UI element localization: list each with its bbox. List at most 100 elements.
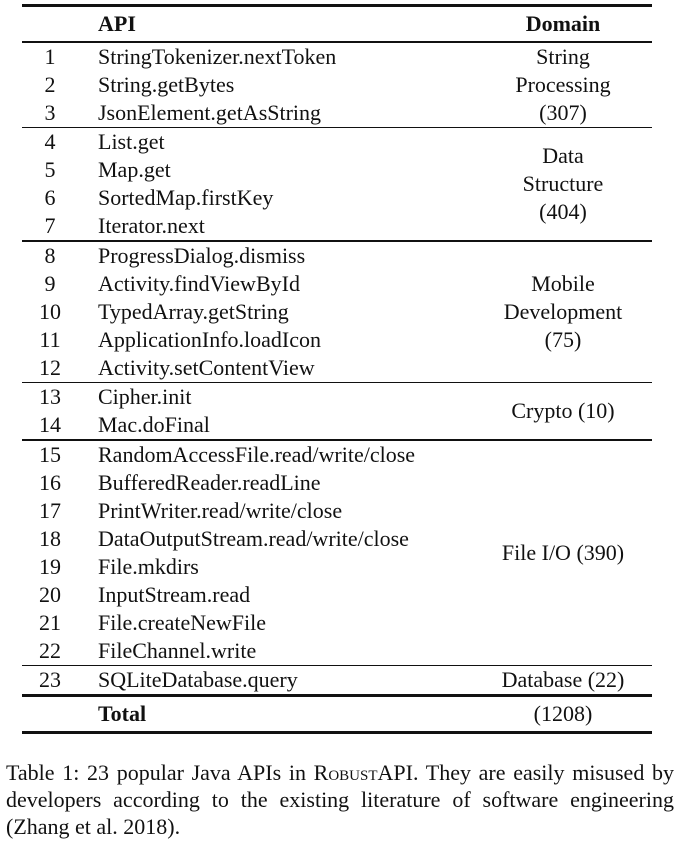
row-api-name: File.mkdirs (98, 553, 199, 579)
table-row: 6 SortedMap.firstKey (22, 184, 474, 212)
header-api: API (98, 11, 136, 36)
row-api-name: SQLiteDatabase.query (98, 667, 298, 692)
row-api-name: DataOutputStream.read/write/close (98, 525, 409, 551)
group-domain-cell: Data Structure (404) (474, 128, 652, 240)
domain-label: Mobile Development (75) (503, 270, 623, 352)
domain-label: Database (22) (501, 667, 625, 692)
total-rule-top (22, 694, 652, 697)
domain-group: 8 ProgressDialog.dismiss 9 Activity.findVie… (22, 242, 652, 382)
table-row: 11 ApplicationInfo.loadIcon (22, 326, 474, 354)
row-api-name: RandomAccessFile.read/write/close (98, 441, 416, 467)
group-domain-cell: Mobile Development (75) (474, 242, 652, 382)
group-rows: 4 List.get 5 Map.get 6 SortedMap.firstKey 7 Ite… (22, 128, 474, 240)
table-caption: Table 1: 23 popular Java APIs in RobustA… (6, 759, 674, 840)
row-number: 17 (39, 497, 61, 523)
row-api-name: ApplicationInfo.loadIcon (98, 326, 321, 352)
row-number: 3 (44, 99, 56, 125)
row-number: 10 (39, 298, 61, 324)
group-domain-cell: String Processing (307) (474, 43, 652, 127)
row-number: 5 (44, 157, 56, 182)
row-number: 19 (39, 553, 61, 579)
row-number: 16 (39, 469, 61, 495)
table-row: 22 FileChannel.write (22, 637, 474, 665)
row-api-name: TypedArray.getString (98, 298, 289, 324)
total-row: Total (1208) (22, 697, 652, 731)
top-rule (22, 4, 652, 7)
table-row: 5 Map.get (22, 156, 474, 184)
caption-system-name: RobustAPI (313, 760, 413, 785)
row-number: 15 (39, 441, 61, 467)
bottom-rule (22, 731, 652, 734)
table-row: 1 StringTokenizer.nextToken (22, 43, 474, 71)
group-rule (22, 439, 652, 441)
group-rows: 13 Cipher.init 14 Mac.doFinal (22, 383, 474, 439)
group-domain-cell: Database (22) (474, 666, 652, 694)
row-number: 8 (44, 242, 56, 268)
table-row: 23 SQLiteDatabase.query (22, 666, 474, 694)
header-domain: Domain (525, 11, 601, 36)
row-api-name: Mac.doFinal (98, 412, 210, 437)
domain-group: 13 Cipher.init 14 Mac.doFinal Crypto (10) (22, 383, 652, 439)
domain-label: Data Structure (404) (522, 143, 604, 224)
row-number: 9 (44, 270, 56, 296)
row-number: 4 (44, 129, 56, 154)
domain-label: File I/O (390) (501, 539, 625, 565)
row-number: 23 (39, 667, 61, 692)
row-number: 13 (39, 384, 61, 409)
table-row: 15 RandomAccessFile.read/write/close (22, 441, 474, 469)
row-api-name: File.createNewFile (98, 609, 266, 635)
row-api-name: StringTokenizer.nextToken (98, 43, 337, 69)
table-row: 12 Activity.setContentView (22, 354, 474, 382)
row-api-name: Activity.setContentView (98, 354, 315, 380)
total-value: (1208) (533, 701, 593, 726)
row-number: 14 (39, 412, 61, 437)
table-row: 2 String.getBytes (22, 71, 474, 99)
domain-label: String Processing (307) (515, 43, 611, 125)
row-api-name: JsonElement.getAsString (98, 99, 322, 125)
domain-group: 15 RandomAccessFile.read/write/close 16 Buf… (22, 441, 652, 665)
group-rule (22, 240, 652, 242)
table-row: 16 BufferedReader.readLine (22, 469, 474, 497)
table-row: 14 Mac.doFinal (22, 411, 474, 439)
header-rule (22, 41, 652, 43)
group-domain-cell: Crypto (10) (474, 383, 652, 439)
table-row: 18 DataOutputStream.read/write/close (22, 525, 474, 553)
row-api-name: InputStream.read (98, 581, 251, 607)
row-api-name: String.getBytes (98, 71, 235, 97)
table-body: 1 StringTokenizer.nextToken 2 String.getByt… (22, 43, 652, 695)
table-row: 4 List.get (22, 128, 474, 156)
row-number: 20 (39, 581, 61, 607)
group-rows: 1 StringTokenizer.nextToken 2 String.getByt… (22, 43, 474, 127)
group-domain-cell: File I/O (390) (474, 441, 652, 665)
row-api-name: SortedMap.firstKey (98, 185, 274, 210)
table-row: 19 File.mkdirs (22, 553, 474, 581)
domain-group: 4 List.get 5 Map.get 6 SortedMap.firstKey 7 Ite… (22, 128, 652, 240)
row-number: 12 (39, 354, 61, 380)
row-number: 1 (44, 43, 56, 69)
table-header-row: API Domain (22, 7, 652, 41)
row-api-name: Activity.findViewById (98, 270, 300, 296)
table-row: 3 JsonElement.getAsString (22, 99, 474, 127)
table-row: 21 File.createNewFile (22, 609, 474, 637)
table-row: 20 InputStream.read (22, 581, 474, 609)
row-number: 21 (39, 609, 61, 635)
row-number: 7 (44, 213, 56, 238)
group-rows: 8 ProgressDialog.dismiss 9 Activity.findVie… (22, 242, 474, 382)
row-number: 2 (44, 71, 56, 97)
table-row: 10 TypedArray.getString (22, 298, 474, 326)
domain-group: 23 SQLiteDatabase.query Database (22) (22, 666, 652, 694)
table-row: 17 PrintWriter.read/write/close (22, 497, 474, 525)
row-api-name: FileChannel.write (98, 637, 257, 663)
api-table: API Domain 1 StringTokenizer.nextToken 2 St… (22, 0, 652, 734)
row-api-name: BufferedReader.readLine (98, 469, 321, 495)
group-rows: 15 RandomAccessFile.read/write/close 16 Buf… (22, 441, 474, 665)
row-api-name: List.get (98, 129, 165, 154)
table-row: 7 Iterator.next (22, 212, 474, 240)
row-number: 6 (44, 185, 56, 210)
total-label: Total (98, 701, 147, 726)
domain-label: Crypto (10) (511, 398, 615, 423)
caption-suffix: . They are easily misused by developers … (6, 760, 675, 839)
table-row: 8 ProgressDialog.dismiss (22, 242, 474, 270)
row-api-name: Iterator.next (98, 213, 205, 238)
table-row: 9 Activity.findViewById (22, 270, 474, 298)
